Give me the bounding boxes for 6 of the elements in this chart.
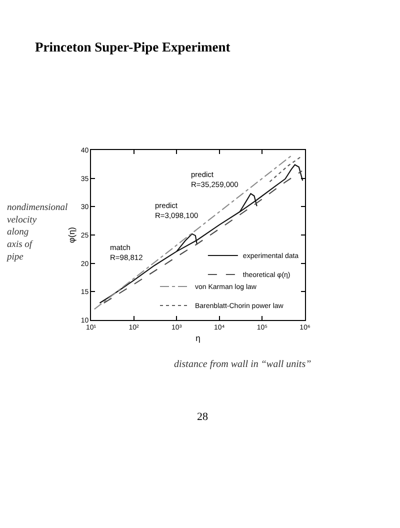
text: 28 <box>197 411 208 423</box>
y-axis-title: φ(η) <box>66 226 76 243</box>
text: distance from wall in “wall units” <box>174 359 312 370</box>
text: nondimensional velocity along axis of pipe <box>6 203 68 262</box>
chart-title: Princeton Super-Pipe Experiment <box>35 40 231 55</box>
x-axis-title: η <box>196 332 201 343</box>
